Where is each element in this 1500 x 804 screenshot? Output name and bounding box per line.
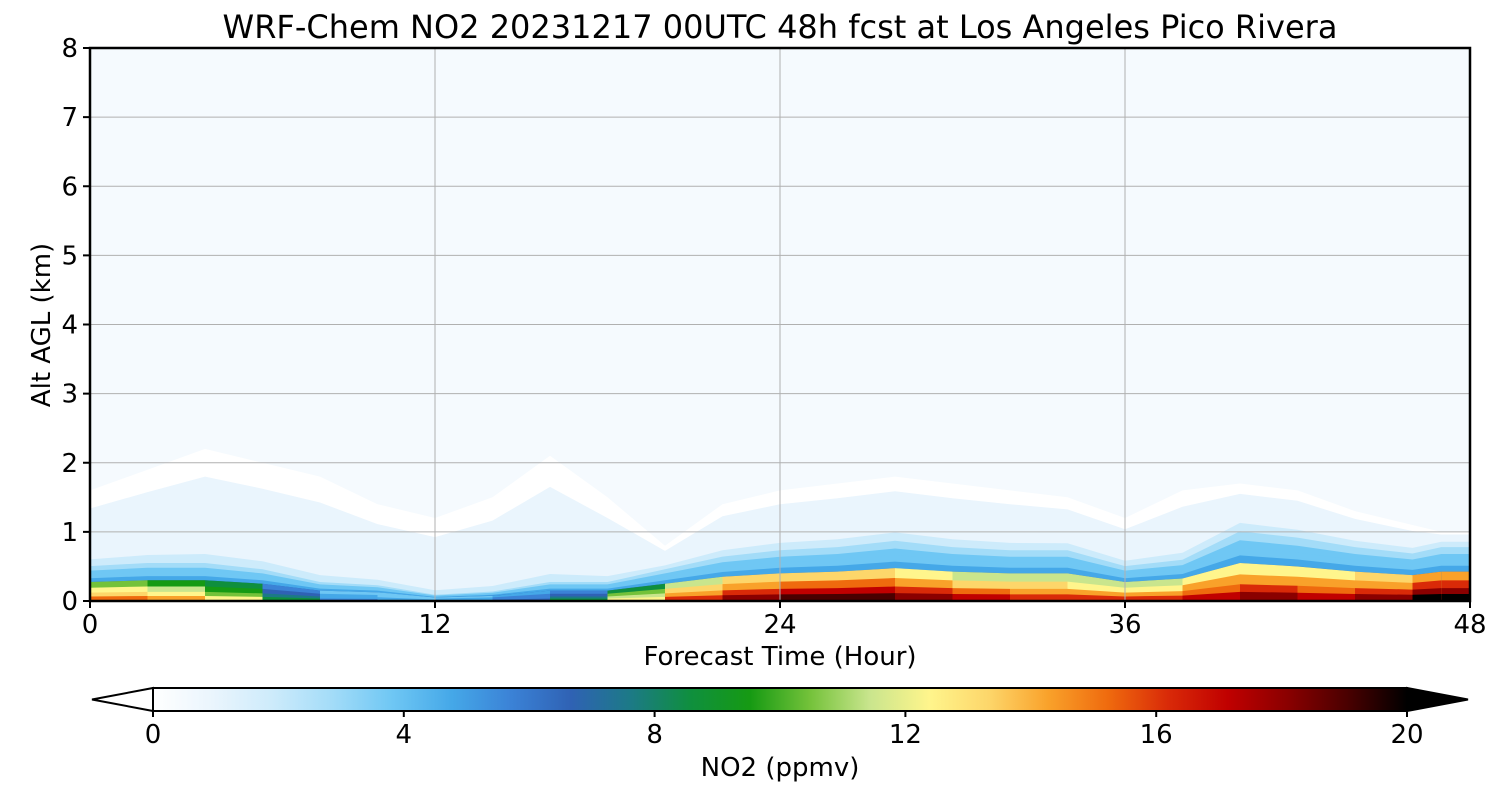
colorbar-label: NO2 (ppmv) [701,753,860,783]
colorbar: 0 4 8 12 16 20 NO2 (ppmv) [91,686,1469,783]
colorbar-tick-label: 20 [1390,720,1423,750]
surface-contour-cell [837,593,895,601]
surface-contour-cell [665,595,723,601]
colorbar-tick-label: 16 [1140,720,1173,750]
y-tick-label: 2 [61,449,78,479]
x-tick-label: 24 [763,610,796,640]
y-tick-label: 6 [61,172,78,202]
y-tick-label: 8 [61,34,78,64]
colorbar-frame [152,687,1408,712]
x-tick-label: 48 [1453,610,1486,640]
surface-contour-cell [780,593,838,601]
grid-lines [90,48,1470,601]
y-tick-label: 4 [61,311,78,341]
colorbar-bar [153,688,1407,711]
colorbar-extend-max [1406,686,1469,713]
surface-contour-cell [1412,593,1442,601]
x-axis-ticks: 0 12 24 36 48 [82,601,1487,640]
surface-contour-cell [895,593,953,601]
colorbar-extend-min [91,686,154,713]
surface-contour-cell [1355,593,1413,601]
y-tick-label: 7 [61,103,78,133]
surface-contour-cell [952,593,1010,601]
y-tick-label: 1 [61,518,78,548]
y-tick-label: 5 [61,241,78,271]
colorbar-tick-label: 0 [145,720,162,750]
surface-contour-cell [1067,594,1125,601]
colorbar-ticks: 0 4 8 12 16 20 [145,711,1424,750]
surface-contour-cell [1125,595,1183,601]
surface-contour-cell [722,594,780,601]
x-tick-label: 12 [418,610,451,640]
x-tick-label: 0 [82,610,99,640]
x-tick-label: 36 [1108,610,1141,640]
x-axis-label: Forecast Time (Hour) [643,642,916,672]
colorbar-tick-label: 12 [889,720,922,750]
colorbar-tick-label: 8 [646,720,663,750]
surface-contour-cell [1182,591,1240,601]
surface-contour-cell [1010,594,1068,601]
chart-title: WRF-Chem NO2 20231217 00UTC 48h fcst at … [223,8,1338,46]
colorbar-tick-label: 4 [396,720,413,750]
y-axis-ticks: 0 1 2 3 4 5 6 7 8 [61,34,90,617]
surface-contour-cell [1240,591,1298,601]
y-tick-label: 3 [61,380,78,410]
surface-contour-cell [1297,592,1355,601]
y-tick-label: 0 [61,587,78,617]
surface-contour-cell [1441,593,1470,601]
y-axis-label: Alt AGL (km) [27,243,57,407]
